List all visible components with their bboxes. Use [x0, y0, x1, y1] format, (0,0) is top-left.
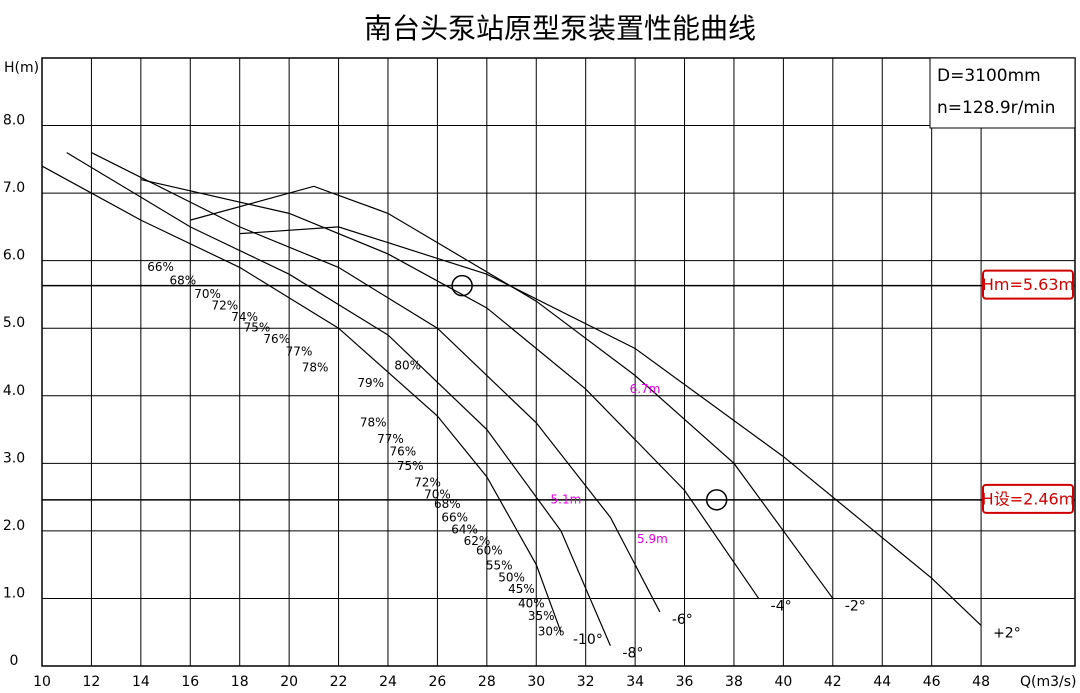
annotation: 68% — [434, 497, 461, 511]
x-tick-label: 24 — [379, 674, 397, 690]
annotation: 35% — [528, 609, 555, 623]
reference-box — [982, 269, 1074, 300]
blade-angle-curve — [190, 185, 834, 599]
blade-angle-curve — [91, 152, 661, 613]
x-tick-label: 40 — [774, 674, 792, 690]
annotation: 74% — [231, 310, 258, 324]
annotation: 78% — [302, 361, 329, 375]
annotation: 77% — [286, 344, 313, 358]
reference-label: Hm=5.63m — [982, 275, 1074, 294]
x-tick-label: 48 — [972, 674, 990, 690]
plot-frame — [41, 57, 1076, 667]
x-tick-label: 30 — [527, 674, 545, 690]
annotation: 76% — [263, 332, 290, 346]
annotation: 66% — [441, 511, 468, 525]
info-box: D=3100mm n=128.9r/min — [929, 57, 1076, 129]
annotation: 64% — [451, 523, 478, 537]
x-tick-label: 20 — [280, 674, 298, 690]
reference-label: H设=2.46m — [982, 489, 1075, 508]
x-tick-label: 28 — [478, 674, 496, 690]
annotation: 60% — [476, 544, 503, 558]
annotation: 70% — [424, 488, 451, 502]
x-tick-label: 22 — [330, 674, 348, 690]
x-tick-label: 18 — [231, 674, 249, 690]
y-tick-label: 5.0 — [3, 315, 25, 331]
x-tick-label: 26 — [428, 674, 446, 690]
y-tick-label: 7.0 — [3, 180, 25, 196]
info-frame — [929, 57, 1076, 129]
annotation: 72% — [414, 475, 441, 489]
series-label: -2° — [845, 598, 866, 614]
y-tick-label: 3.0 — [3, 450, 25, 466]
y-tick-label: 2.0 — [3, 518, 25, 534]
annotation: 50% — [498, 571, 525, 585]
annotation: 68% — [170, 273, 197, 287]
annotation: 30% — [538, 625, 565, 639]
annotation: 45% — [508, 582, 535, 596]
blade-angle-curve — [66, 152, 611, 646]
annotation: 79% — [357, 376, 384, 390]
design-point — [451, 274, 473, 297]
annotation: 5.9m — [637, 532, 668, 546]
chart-title: 南台头泵站原型泵装置性能曲线 — [364, 12, 756, 45]
x-tick-label: 46 — [923, 674, 941, 690]
y-tick-label: 6.0 — [3, 248, 25, 264]
annotation: 62% — [464, 534, 491, 548]
x-tick-label: 32 — [577, 674, 595, 690]
x-tick-label: 44 — [873, 674, 891, 690]
annotation: 6.7m — [630, 382, 661, 396]
y-axis-label: H(m) — [4, 60, 39, 76]
annotation: 78% — [360, 415, 387, 429]
annotation: 5.1m — [551, 492, 582, 506]
x-tick-label: 12 — [83, 674, 101, 690]
y-tick-label: 8.0 — [3, 113, 25, 129]
x-tick-label: 42 — [824, 674, 842, 690]
blade-angle-curve — [140, 179, 760, 599]
x-tick-label: 10 — [33, 674, 51, 690]
y-tick-label: 4.0 — [3, 383, 25, 399]
series-label: -10° — [573, 632, 603, 648]
series-label: +2° — [993, 625, 1021, 641]
blade-angle-curve — [41, 165, 562, 633]
annotation: 75% — [397, 459, 424, 473]
series-label: -6° — [672, 612, 693, 628]
x-tick-label: 14 — [132, 674, 150, 690]
annotation: 77% — [377, 432, 404, 446]
annotation: 40% — [518, 596, 545, 610]
design-point — [705, 489, 728, 511]
x-tick-label: 34 — [626, 674, 644, 690]
annotation: 66% — [147, 260, 174, 274]
y-tick-label: 0 — [10, 653, 19, 669]
reference-box — [982, 483, 1074, 514]
annotation: 55% — [486, 559, 513, 573]
annotation: 80% — [394, 359, 421, 373]
x-axis-label: Q(m3/s) — [1020, 674, 1077, 690]
y-tick-label: 1.0 — [3, 585, 25, 601]
info-text: n=128.9r/min — [937, 98, 1055, 118]
series-label: -4° — [771, 598, 792, 614]
annotation: 72% — [212, 298, 239, 312]
x-tick-label: 38 — [725, 674, 743, 690]
x-tick-label: 36 — [676, 674, 694, 690]
annotation: 75% — [244, 321, 271, 335]
series-label: -8° — [622, 646, 643, 662]
blade-angle-curve — [239, 226, 982, 626]
annotation: 70% — [194, 287, 221, 301]
annotation: 76% — [389, 444, 416, 458]
info-text: D=3100mm — [937, 66, 1041, 86]
x-tick-label: 16 — [181, 674, 199, 690]
